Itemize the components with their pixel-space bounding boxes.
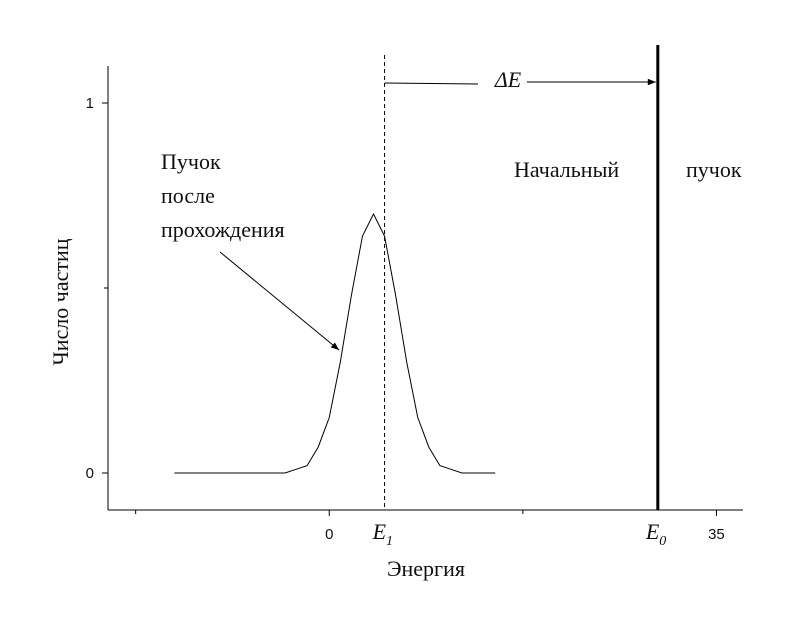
marker-sub: 0 <box>659 534 666 549</box>
annotation: прохождения <box>161 217 285 242</box>
marker-sub: 1 <box>386 534 393 549</box>
annotation: после <box>161 183 215 208</box>
marker-name: E <box>645 519 660 544</box>
x-tick-label: 35 <box>708 526 725 543</box>
annotation: Пучок <box>161 149 221 174</box>
x-tick-label: 0 <box>325 526 333 543</box>
marker-label: E1 <box>372 519 393 549</box>
annotation: пучок <box>686 157 742 182</box>
delta-line <box>384 82 479 85</box>
delta-label: ΔE <box>494 67 522 92</box>
y-tick-label: 1 <box>86 95 94 112</box>
y-axis-title: Число частиц <box>48 238 73 365</box>
y-tick-label: 0 <box>86 465 94 482</box>
marker-label: E0 <box>645 519 666 549</box>
line-series <box>174 212 496 474</box>
marker-name: E <box>372 519 387 544</box>
annotation: Начальный <box>514 157 619 182</box>
x-axis-title: Энергия <box>387 556 465 581</box>
pointer-arrow <box>219 251 340 351</box>
